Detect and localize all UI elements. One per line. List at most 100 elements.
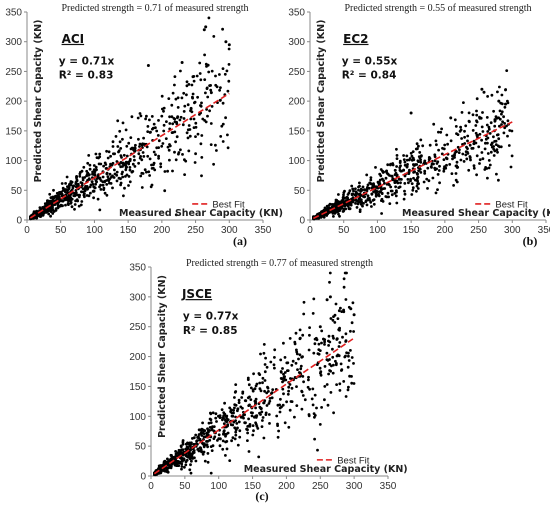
data-point	[427, 179, 431, 183]
data-point	[171, 131, 175, 134]
data-point	[395, 165, 398, 168]
data-point	[192, 436, 196, 440]
data-point	[233, 396, 236, 399]
data-point	[460, 137, 463, 140]
data-point	[471, 129, 475, 132]
data-point	[486, 152, 490, 155]
data-point	[179, 69, 182, 73]
data-point	[140, 186, 144, 189]
data-point	[480, 151, 484, 154]
data-point	[227, 63, 231, 66]
data-point	[192, 117, 196, 121]
data-point	[502, 131, 506, 135]
data-point	[195, 442, 198, 446]
data-point	[338, 214, 341, 218]
data-point	[192, 451, 196, 454]
data-point	[200, 174, 203, 178]
data-point	[467, 168, 471, 172]
data-point	[103, 191, 107, 195]
data-point	[327, 372, 330, 376]
data-point	[105, 193, 109, 197]
data-point	[149, 130, 152, 134]
legend-label: Best Fit	[495, 199, 528, 210]
data-point	[208, 426, 212, 429]
data-point	[409, 151, 413, 155]
data-point	[467, 119, 471, 123]
data-point	[217, 433, 221, 437]
data-point	[128, 166, 132, 169]
data-point	[273, 356, 276, 359]
data-point	[263, 363, 267, 366]
data-point	[350, 356, 354, 359]
data-point	[334, 302, 338, 306]
data-point	[502, 115, 505, 119]
data-point	[102, 186, 106, 190]
data-point	[377, 181, 380, 185]
data-point	[133, 165, 137, 168]
data-point	[338, 328, 341, 332]
data-point	[267, 413, 271, 416]
data-point	[472, 139, 476, 143]
data-point	[395, 201, 399, 205]
data-point	[254, 384, 258, 388]
data-point	[350, 381, 354, 385]
x-tick-label: 300	[221, 225, 238, 236]
data-point	[334, 359, 337, 363]
data-point	[115, 170, 119, 174]
data-point	[372, 198, 376, 202]
data-point	[144, 117, 148, 121]
x-tick-label: 50	[338, 225, 350, 236]
data-point	[390, 189, 394, 193]
data-point	[273, 348, 277, 352]
data-point	[137, 161, 141, 165]
data-point	[130, 115, 134, 119]
data-point	[219, 86, 222, 89]
data-point	[92, 196, 95, 200]
data-point	[376, 190, 379, 194]
data-point	[232, 409, 236, 412]
data-point	[346, 365, 350, 369]
data-point	[330, 203, 334, 206]
data-point	[205, 443, 209, 446]
data-point	[485, 123, 489, 127]
data-point	[416, 159, 420, 163]
data-point	[57, 201, 60, 204]
data-point	[246, 439, 249, 442]
data-point	[390, 193, 394, 197]
data-point	[406, 178, 410, 181]
data-point	[199, 78, 203, 82]
data-point	[307, 348, 311, 352]
data-point	[328, 271, 332, 275]
data-point	[113, 168, 116, 172]
data-point	[115, 173, 119, 177]
data-point	[472, 142, 476, 146]
data-point	[143, 142, 146, 146]
data-point	[398, 185, 402, 189]
data-point	[209, 91, 213, 95]
data-point	[267, 390, 270, 393]
data-point	[247, 450, 251, 453]
data-point	[199, 428, 202, 432]
data-point	[209, 143, 213, 147]
data-point	[194, 135, 197, 139]
legend-label: Best Fit	[212, 199, 245, 210]
data-point	[455, 150, 458, 154]
data-point	[282, 372, 285, 376]
data-point	[426, 166, 430, 170]
data-point	[349, 349, 352, 352]
data-point	[127, 184, 130, 187]
data-point	[416, 187, 420, 190]
data-point	[271, 388, 275, 391]
data-point	[242, 413, 245, 417]
data-point	[64, 196, 68, 200]
data-point	[204, 120, 208, 124]
data-point	[439, 130, 443, 134]
x-tick-label: 200	[154, 225, 171, 236]
data-point	[189, 463, 192, 467]
data-point	[290, 400, 294, 403]
data-point	[69, 201, 73, 205]
data-point	[187, 149, 191, 153]
data-point	[449, 116, 453, 120]
data-point	[54, 207, 58, 211]
y-axis-label: Predicted Shear Capacity (KN)	[157, 275, 168, 438]
